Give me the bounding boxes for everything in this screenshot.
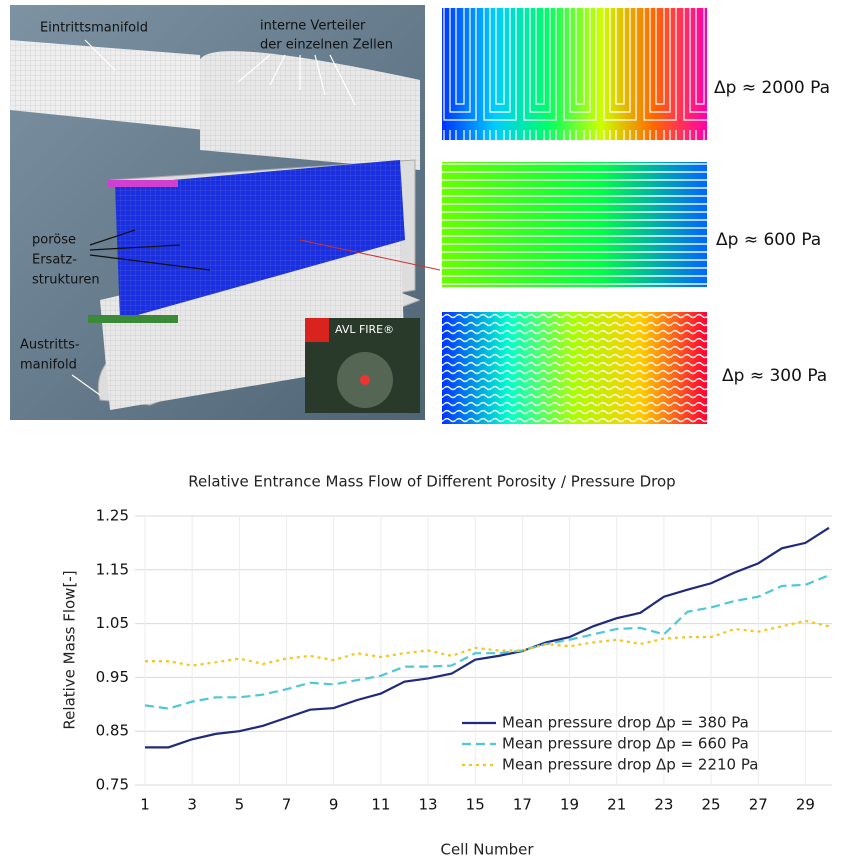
label-porous: Ersatz- (32, 253, 77, 268)
x-tick-label: 21 (607, 796, 626, 814)
legend-label: Mean pressure drop Δp = 2210 Pa (502, 756, 758, 774)
label-porous: poröse (32, 233, 76, 248)
y-tick-label: 0.85 (96, 722, 129, 740)
cfd-labels: Eintrittsmanifold interne Verteiler der … (20, 19, 441, 396)
pressure-label: Δp ≈ 2000 Pa (714, 78, 830, 98)
legend-label: Mean pressure drop Δp = 660 Pa (502, 735, 749, 753)
x-tick-label: 27 (749, 796, 768, 814)
x-tick-label: 23 (654, 796, 673, 814)
x-tick-label: 13 (418, 796, 437, 814)
x-tick-label: 1 (140, 796, 150, 814)
label-outlet: Austritts- (20, 338, 80, 353)
label-outlet: manifold (20, 358, 77, 373)
pressure-label: Δp ≈ 300 Pa (722, 366, 827, 386)
label-distributors: interne Verteiler (260, 19, 366, 34)
label-distributors: der einzelnen Zellen (260, 38, 393, 53)
x-tick-label: 11 (371, 796, 390, 814)
y-tick-label: 1.15 (96, 560, 129, 578)
y-tick-label: 0.75 (96, 776, 129, 794)
x-axis-title: Cell Number (440, 841, 534, 859)
x-tick-label: 5 (235, 796, 245, 814)
flow-fields: Δp ≈ 2000 Pa Δp ≈ 600 Pa Δp ≈ 300 Pa (442, 8, 830, 424)
label-inlet: Eintrittsmanifold (40, 21, 148, 36)
label-porous: strukturen (32, 273, 100, 288)
logo: AVL FIRE® (335, 323, 394, 336)
x-tick-label: 15 (466, 796, 485, 814)
chart-title: Relative Entrance Mass Flow of Different… (188, 473, 675, 491)
x-tick-label: 25 (702, 796, 721, 814)
x-tick-label: 7 (282, 796, 292, 814)
x-tick-label: 29 (796, 796, 815, 814)
pressure-label: Δp ≈ 600 Pa (716, 230, 821, 250)
series-line (145, 526, 830, 749)
x-tick-label: 19 (560, 796, 579, 814)
y-tick-label: 1.25 (96, 507, 129, 525)
legend-label: Mean pressure drop Δp = 380 Pa (502, 714, 749, 732)
y-tick-label: 0.95 (96, 668, 129, 686)
plot-area: 0.750.850.951.051.151.251 3 5 7 9 11 13 15 17 19 2… (96, 507, 832, 814)
y-tick-label: 1.05 (96, 614, 129, 632)
cfd-rendering (10, 5, 425, 420)
x-tick-label: 3 (187, 796, 197, 814)
y-axis-title: Relative Mass Flow[-] (61, 570, 79, 729)
x-tick-label: 17 (513, 796, 532, 814)
x-tick-label: 9 (329, 796, 339, 814)
series-line (144, 574, 830, 710)
